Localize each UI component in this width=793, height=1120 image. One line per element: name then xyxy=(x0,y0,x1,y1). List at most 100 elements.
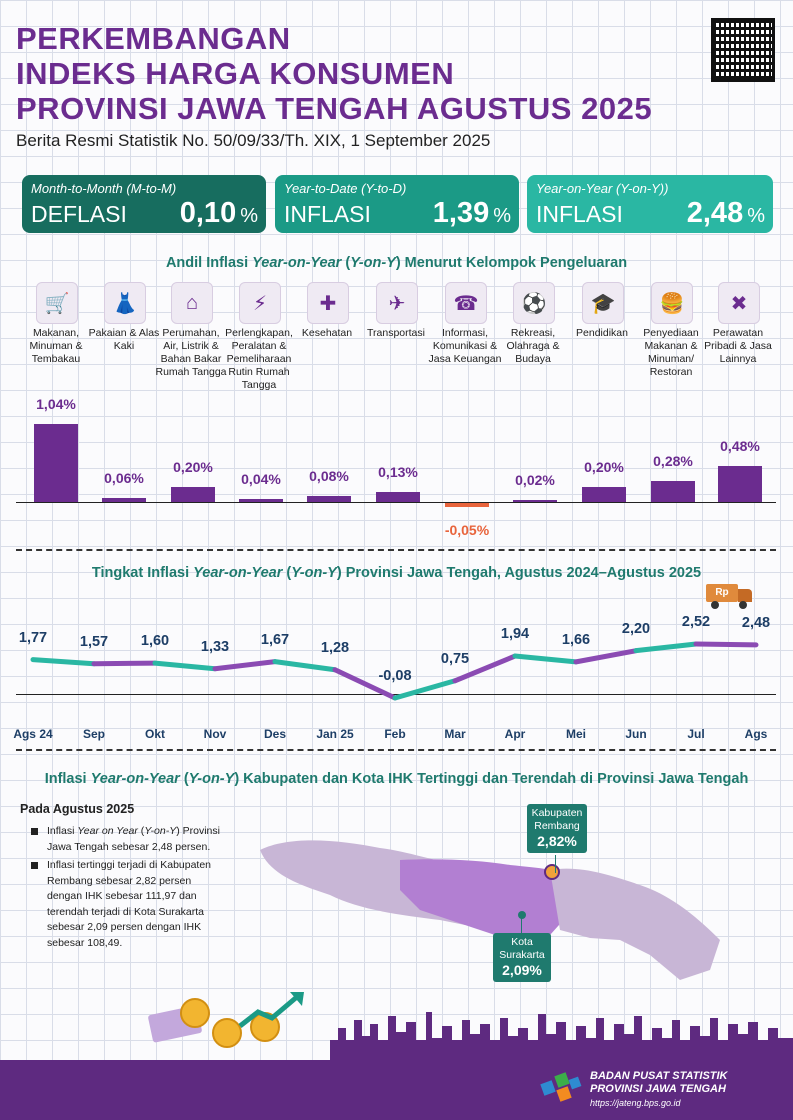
bar-value-label: 0,04% xyxy=(241,471,281,487)
surakarta-marker xyxy=(518,911,526,919)
month-tick-label: Jun xyxy=(625,727,647,741)
city-skyline xyxy=(330,1012,793,1060)
summary-text: Pada Agustus 2025 Inflasi Year on Year (… xyxy=(20,802,220,954)
card-ytd-value: 1,39% xyxy=(432,197,511,229)
callout-surakarta-pointer xyxy=(521,916,522,934)
section3-title: Inflasi Year-on-Year (Y-on-Y) Kabupaten … xyxy=(44,771,749,787)
line-value-label: 1,28 xyxy=(320,639,350,656)
truck-wheel xyxy=(711,601,719,609)
bps-url-link[interactable]: https://jateng.bps.go.id xyxy=(590,1098,681,1108)
line-segment xyxy=(212,659,278,672)
title-line-2: INDEKS HARGA KONSUMEN xyxy=(16,56,455,91)
bar-2 xyxy=(102,497,146,502)
section2-title: Tingkat Inflasi Year-on-Year (Y-on-Y) Pr… xyxy=(91,565,702,581)
callout-rembang-value: 2,82% xyxy=(537,833,577,849)
bar-4 xyxy=(239,499,283,502)
callout-surakarta-value: 2,09% xyxy=(502,962,542,978)
callout-surakarta: Kota Surakarta 2,09% xyxy=(493,933,551,982)
truck-cargo: Rp xyxy=(706,584,738,602)
money-illustration xyxy=(147,990,310,1060)
line-segment xyxy=(633,641,699,654)
truck-cabin xyxy=(738,589,752,602)
card-mtm-value: 0,10% xyxy=(179,197,258,229)
line-chart: 1,77 Ags 24 1,57 Sep 1,60 Okt 1,33 Nov 1,67 Des 1,… xyxy=(0,610,793,750)
bar-9 xyxy=(582,487,626,502)
month-tick-label: Sep xyxy=(82,727,105,741)
line-value-label: 1,57 xyxy=(79,633,109,650)
subtitle: Berita Resmi Statistik No. 50/09/33/Th. … xyxy=(16,131,491,150)
line-chart-axis xyxy=(16,694,776,695)
summary-heading: Pada Agustus 2025 xyxy=(20,802,135,816)
month-tick-label: Nov xyxy=(203,727,227,741)
bar-6 xyxy=(376,492,420,502)
summary-bullet-1: Inflasi Year on Year (Y-on-Y) Provinsi J… xyxy=(20,824,220,855)
line-value-label: 1,77 xyxy=(18,629,48,646)
bar-value-label: 0,06% xyxy=(104,469,144,486)
line-segment xyxy=(693,641,759,648)
month-tick-label: Apr xyxy=(504,727,526,741)
line-chart-svg xyxy=(30,641,759,701)
bar-chart: 1,04% 0,06% 0,20% 0,04% 0,08% 0,13% -0,05% 0,02… xyxy=(0,380,793,550)
delivery-truck-icon: Rp xyxy=(706,584,756,610)
line-segment xyxy=(452,653,518,684)
truck-wheel xyxy=(739,601,747,609)
map-region-central xyxy=(400,859,570,940)
category-label-3: Perumahan, Air, Listrik & Bahan Bakar Ru… xyxy=(155,327,227,378)
bar-value-label: 0,13% xyxy=(378,464,418,481)
line-value-label: 1,94 xyxy=(500,626,530,643)
fast-food-icon: 🍔 xyxy=(651,282,693,324)
card-yoy: Year-on-Year (Y-on-Y)) INFLASI 2,48% xyxy=(527,175,773,233)
month-tick-label: Ags 24 xyxy=(13,727,53,741)
line-value-label: 1,66 xyxy=(561,631,591,648)
airplane-icon: ✈ xyxy=(376,282,418,324)
month-tick-label: Mei xyxy=(565,727,586,741)
bar-value-label: 0,48% xyxy=(720,438,760,454)
line-value-label: 1,33 xyxy=(200,638,230,655)
line-value-label: 0,75 xyxy=(440,650,470,667)
line-segment xyxy=(332,667,398,701)
bar-value-label: 0,20% xyxy=(173,459,213,475)
bps-org-name: BADAN PUSAT STATISTIK PROVINSI JAWA TENGA… xyxy=(590,1070,728,1095)
line-segment xyxy=(272,659,338,673)
line-segment xyxy=(392,678,458,701)
bar-value-label: 0,08% xyxy=(309,468,349,484)
divider-1 xyxy=(16,549,776,551)
tools-icon: ✖ xyxy=(718,282,760,324)
line-segment xyxy=(91,660,158,667)
central-java-map xyxy=(260,840,720,980)
coin-icon xyxy=(180,998,210,1028)
card-mtm-kind: DEFLASI xyxy=(31,201,127,227)
month-tick-label: Okt xyxy=(144,727,165,741)
qr-code-icon[interactable] xyxy=(711,18,775,82)
callout-rembang-pointer xyxy=(555,855,556,873)
card-ytd: Year-to-Date (Y-to-D) INFLASI 1,39% xyxy=(275,175,519,233)
month-tick-label: Ags xyxy=(744,727,768,741)
line-value-label: 1,67 xyxy=(260,631,290,648)
callout-rembang: Kabupaten Rembang 2,82% xyxy=(527,804,587,853)
line-value-label: 2,52 xyxy=(681,614,711,630)
rembang-marker xyxy=(544,864,560,880)
title-line-3: PROVINSI JAWA TENGAH AGUSTUS 2025 xyxy=(16,91,653,126)
category-label-7: Informasi, Komunikasi & Jasa Keuangan xyxy=(428,327,502,365)
category-label-2: Pakaian & Alas Kaki xyxy=(88,327,160,352)
category-label-4: Perlengkapan, Peralatan & Pemeliharaan R… xyxy=(225,327,293,391)
card-mtm: Month-to-Month (M-to-M) DEFLASI 0,10% xyxy=(22,175,266,233)
bar-7 xyxy=(445,503,489,507)
bar-value-label: 0,28% xyxy=(653,453,693,469)
category-label-11: Perawatan Pribadi & Jasa Lainnya xyxy=(704,327,772,365)
month-tick-label: Mar xyxy=(444,727,466,741)
line-value-label: -0,08 xyxy=(378,668,412,684)
category-label-10: Penyediaan Makanan & Minuman/ Restoran xyxy=(643,327,699,378)
month-tick-label: Jan 25 xyxy=(316,727,354,741)
bar-8 xyxy=(513,500,557,502)
trend-arrow-icon xyxy=(238,992,304,1028)
category-label-8: Rekreasi, Olahraga & Budaya xyxy=(506,327,560,365)
category-label-6: Transportasi xyxy=(367,327,425,339)
category-label-5: Kesehatan xyxy=(301,327,353,339)
month-tick-label: Des xyxy=(263,727,286,741)
card-ytd-kind: INFLASI xyxy=(284,201,371,227)
section1-title: Andil Inflasi Year-on-Year (Y-on-Y) Menu… xyxy=(165,255,628,271)
category-label-1: Makanan, Minuman & Tembakau xyxy=(29,327,83,365)
bar-1 xyxy=(34,424,78,502)
coin-icon xyxy=(212,1018,242,1048)
